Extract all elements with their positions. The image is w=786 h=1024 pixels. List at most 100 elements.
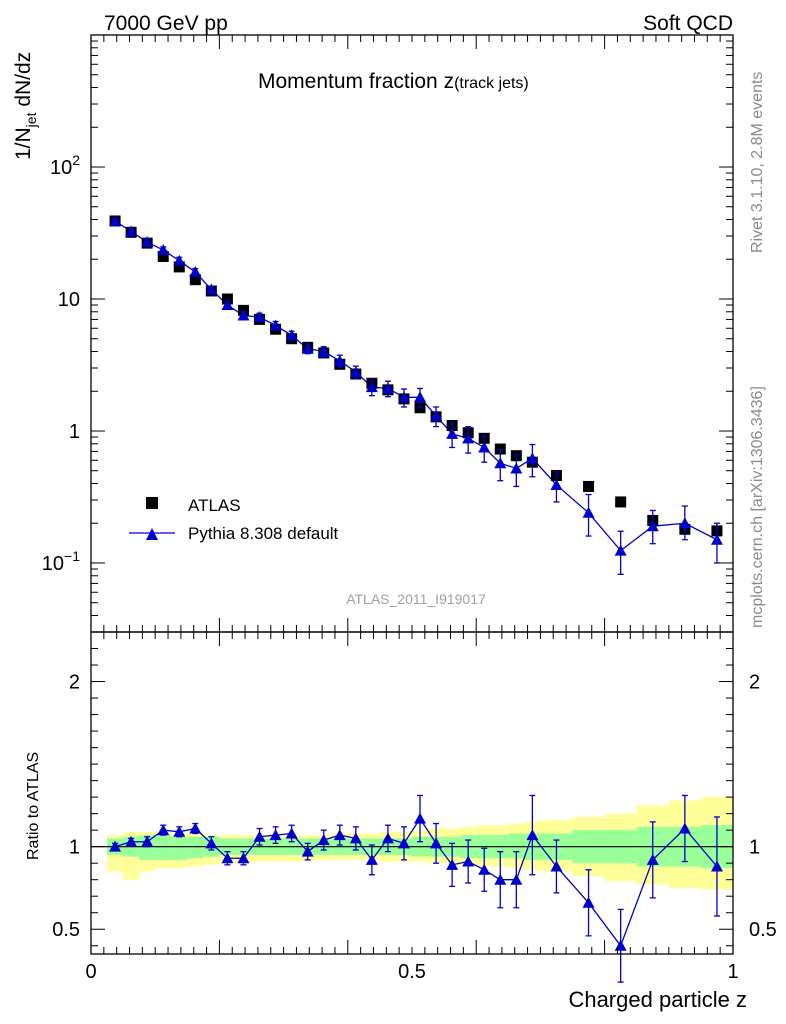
ratio-plot (109, 794, 723, 983)
mc-point (237, 309, 250, 321)
ratio-point (397, 837, 410, 849)
ratio-bands (91, 797, 734, 890)
main-ytick-label-base: 10 (50, 157, 72, 179)
ratio-ytick-label-right: 2 (749, 672, 760, 694)
mc-point (414, 391, 427, 403)
mc-point (365, 381, 378, 393)
ratio-point (446, 858, 459, 870)
main-ylabel: 1/Njet dN/dz (12, 52, 39, 160)
ratio-point (494, 873, 507, 885)
main-ylabel-tail: dN/dz (12, 52, 35, 113)
mc-point (582, 506, 595, 518)
ratio-point (141, 835, 154, 847)
rivet-label: Rivet 3.1.10, 2.8M events (749, 72, 766, 253)
ratio-point (365, 853, 378, 865)
ratio-point (109, 840, 122, 852)
mc-point (494, 457, 507, 469)
mc-point (678, 517, 691, 529)
legend-atlas-marker (146, 497, 158, 509)
ratio-ytick-label: 0.5 (52, 919, 80, 941)
atlas-point (157, 250, 169, 262)
ratio-point (710, 860, 723, 872)
analysis-id: ATLAS_2011_I919017 (346, 591, 486, 607)
atlas-point (583, 480, 595, 492)
mc-point (430, 409, 443, 421)
mc-point (317, 345, 330, 357)
ratio-point (349, 832, 362, 844)
ratio-xtick-label: 0.5 (398, 961, 426, 983)
mc-point (478, 441, 491, 453)
ratio-point (614, 939, 627, 951)
mc-point (221, 299, 234, 311)
ratio-point (478, 863, 491, 875)
ratio-ylabel: Ratio to ATLAS (25, 752, 42, 860)
main-ytick-label: 10−1 (42, 548, 80, 575)
mc-point (349, 365, 362, 377)
legend-mc-marker (146, 528, 158, 540)
ratio-point (125, 835, 138, 847)
ratio-ytick-label: 1 (69, 837, 80, 859)
legend-atlas-label: ATLAS (188, 496, 241, 515)
ratio-band-inner (155, 835, 172, 860)
ratio-point (678, 822, 691, 834)
ratio-ytick-label: 2 (69, 672, 80, 694)
ratio-point (221, 852, 234, 864)
ratio-band-inner (508, 833, 525, 859)
mc-point (646, 520, 659, 532)
ratio-band-inner (171, 836, 188, 860)
ratio-point (381, 832, 394, 844)
mc-point (510, 462, 523, 474)
ratio-point (237, 852, 250, 864)
mc-point (157, 244, 170, 256)
mc-point (614, 544, 627, 556)
legend-mc-label: Pythia 8.308 default (188, 524, 339, 543)
main-ylabel-base: 1/N (12, 127, 35, 160)
ratio-xlabel: Charged particle z (568, 987, 747, 1012)
mc-point (205, 283, 218, 295)
mc-point (550, 478, 563, 490)
ratio-point (301, 845, 314, 857)
mc-point (446, 427, 459, 439)
mc-point (173, 254, 186, 266)
ratio-point (189, 822, 202, 834)
ratio-point (510, 873, 523, 885)
mc-point (189, 266, 202, 278)
mcplots-label: mcplots.cern.ch [arXiv:1306.3436] (749, 386, 766, 628)
mc-point (109, 214, 122, 226)
atlas-point (615, 496, 627, 508)
header-right: Soft QCD (643, 12, 733, 35)
ratio-xtick-label: 1 (727, 961, 738, 983)
legend: ATLAS Pythia 8.308 default (129, 496, 339, 543)
mc-point (253, 311, 266, 323)
main-ytick-label-exp: −1 (64, 548, 80, 564)
mc-point (125, 225, 138, 237)
mc-point (462, 432, 475, 444)
mc-point (333, 354, 346, 366)
ratio-point (205, 837, 218, 849)
main-ytick-label: 1 (69, 421, 80, 443)
mc-point (381, 382, 394, 394)
ratio-point (462, 855, 475, 867)
ratio-point (333, 829, 346, 841)
main-title: Momentum fraction z(track jets) (258, 70, 529, 93)
atlas-point (189, 274, 201, 286)
ratio-ytick-label-right: 1 (749, 837, 760, 859)
main-plot (109, 214, 723, 576)
ratio-point (550, 860, 563, 872)
mc-point (141, 236, 154, 248)
mc-point (397, 391, 410, 403)
ratio-point (157, 824, 170, 836)
main-ytick-label: 10 (58, 289, 80, 311)
ratio-point (253, 830, 266, 842)
ratio-band-inner (187, 836, 204, 859)
atlas-point (221, 293, 233, 305)
ratio-point (285, 827, 298, 839)
mc-point (526, 452, 539, 464)
atlas-point (173, 261, 185, 273)
main-title-text: Momentum fraction z (258, 70, 454, 93)
ratio-point (646, 853, 659, 865)
ratio-point (582, 896, 595, 908)
ratio-point (173, 825, 186, 837)
ratio-point (269, 829, 282, 841)
